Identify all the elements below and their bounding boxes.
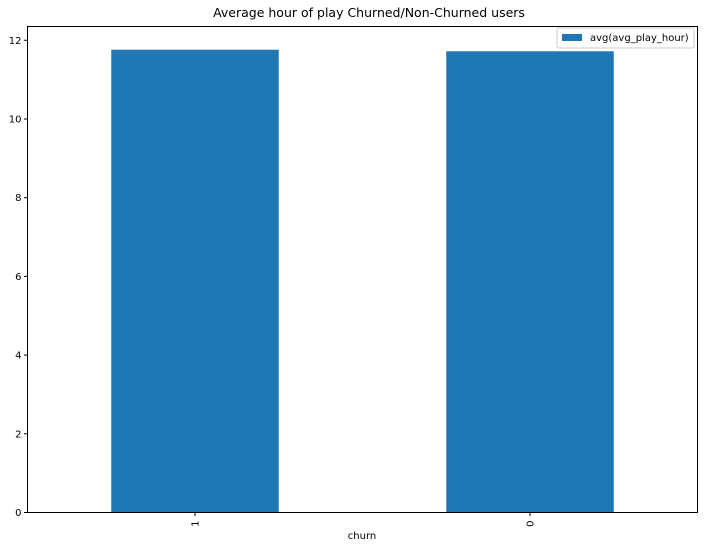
y-tick-label: 8: [15, 193, 21, 204]
bar-0: [446, 51, 614, 513]
axes-group: [27, 26, 698, 513]
y-tick-label: 4: [15, 351, 21, 362]
y-tick-label: 6: [15, 272, 21, 283]
bars-group: [111, 49, 614, 513]
legend-swatch: [562, 34, 582, 41]
legend-box: [556, 27, 695, 49]
y-axis-ticks: 0 2 4 6 8 10 12: [9, 36, 28, 519]
chart-title: Average hour of play Churned/Non-Churned…: [213, 5, 525, 20]
x-tick-label: 0: [526, 521, 537, 527]
y-tick-label: 10: [9, 114, 22, 125]
y-tick-label: 2: [15, 429, 21, 440]
plot-frame: [27, 26, 698, 513]
y-tick-label: 12: [9, 36, 22, 47]
bar-1: [111, 49, 279, 513]
legend: avg(avg_play_hour): [556, 27, 695, 49]
y-tick-label: 0: [15, 508, 21, 519]
x-axis-label: churn: [348, 531, 376, 542]
legend-label: avg(avg_play_hour): [590, 33, 689, 44]
x-tick-label: 1: [191, 521, 202, 527]
